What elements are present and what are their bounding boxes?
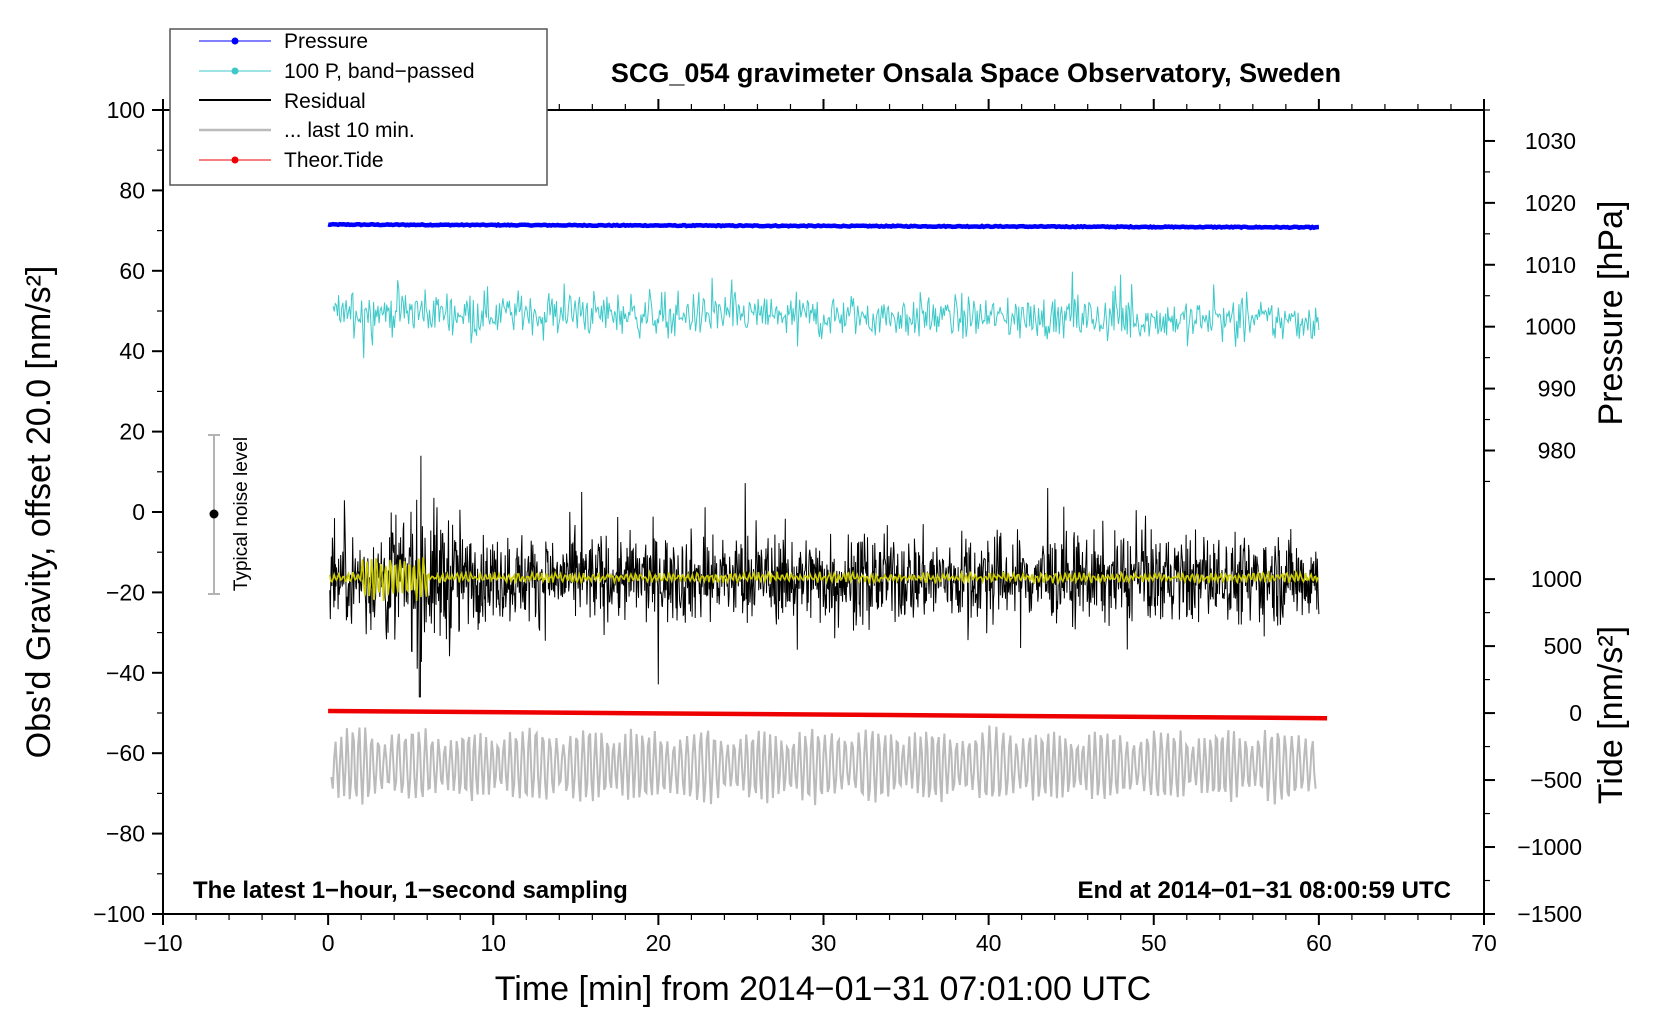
x-tick-label-5: 40 [976,930,1002,956]
x-tick-label-6: 50 [1141,930,1167,956]
x-axis-title: Time [min] from 2014−01−31 07:01:00 UTC [495,970,1151,1008]
chart-title: SCG_054 gravimeter Onsala Space Observat… [611,58,1341,88]
tide-tick-label-4: 500 [1544,633,1582,659]
legend-marker-tide [231,156,239,164]
y-tick-label-8: 60 [119,258,145,284]
tide-tick-label-5: 1000 [1531,566,1582,592]
legend-label-residual: Residual [284,90,366,113]
pressure-tick-label-5: 1030 [1525,128,1576,154]
series-last10min [330,725,1317,806]
series-theoretical-tide [328,708,1328,721]
y-tick-label-0: −100 [93,901,145,927]
series-pressure [327,221,1320,231]
y-tick-label-3: −40 [106,660,145,686]
pressure-tick-label-0: 980 [1538,437,1576,463]
annotation-bottom-right: End at 2014−01−31 08:00:59 UTC [1077,877,1451,904]
series-residual [329,455,1320,698]
x-tick-label-2: 10 [480,930,506,956]
tide-tick-label-0: −1500 [1517,901,1582,927]
noise-label: Typical noise level [231,437,252,591]
tide-tick-label-2: −500 [1530,767,1582,793]
noise-level-indicator: Typical noise level [208,434,252,595]
x-tick-label-1: 0 [322,930,335,956]
y-axis-title-pressure: Pressure [hPa] [1592,201,1630,426]
y-tick-label-4: −20 [106,579,145,605]
pressure-tick-label-1: 990 [1538,376,1576,402]
axes-layer: −10 0 10 20 30 40 50 60 70−100−80−60−40−20020406… [93,97,1582,956]
legend-label-bandpassed: 100 P, band−passed [284,60,475,83]
pressure-tick-label-4: 1020 [1525,190,1576,216]
x-tick-label-0: −10 [143,930,182,956]
y-tick-label-1: −80 [106,821,145,847]
legend-marker-bandpassed [231,67,239,75]
annotation-bottom-left: The latest 1−hour, 1−second sampling [193,877,628,904]
legend-label-last10: ... last 10 min. [284,119,415,142]
legend-marker-pressure [231,37,239,45]
noise-center-dot [209,509,219,519]
legend-label-tide: Theor.Tide [284,149,384,172]
tide-tick-label-3: 0 [1569,700,1582,726]
y-axis-title-tide: Tide [nm/s²] [1592,626,1630,804]
legend-label-pressure: Pressure [284,30,368,53]
x-tick-label-7: 60 [1306,930,1332,956]
y-tick-label-2: −60 [106,740,145,766]
series-bandpassed [332,271,1320,359]
x-tick-label-4: 30 [811,930,837,956]
y-tick-label-10: 100 [107,97,145,123]
x-tick-label-3: 20 [646,930,672,956]
x-tick-label-8: 70 [1471,930,1497,956]
legend: Pressure 100 P, band−passed Residual ...… [169,28,548,186]
pressure-tick-label-2: 1000 [1525,314,1576,340]
series-layer [327,221,1328,806]
y-tick-label-7: 40 [119,338,145,364]
tide-tick-label-1: −1000 [1517,834,1582,860]
y-tick-label-6: 20 [119,419,145,445]
y-tick-label-5: 0 [132,499,145,525]
pressure-tick-label-3: 1010 [1525,252,1576,278]
y-axis-title-main: Obs'd Gravity, offset 20.0 [nm/s²] [20,266,58,759]
series-residual-smoothed [329,557,1319,602]
y-tick-label-9: 80 [119,177,145,203]
